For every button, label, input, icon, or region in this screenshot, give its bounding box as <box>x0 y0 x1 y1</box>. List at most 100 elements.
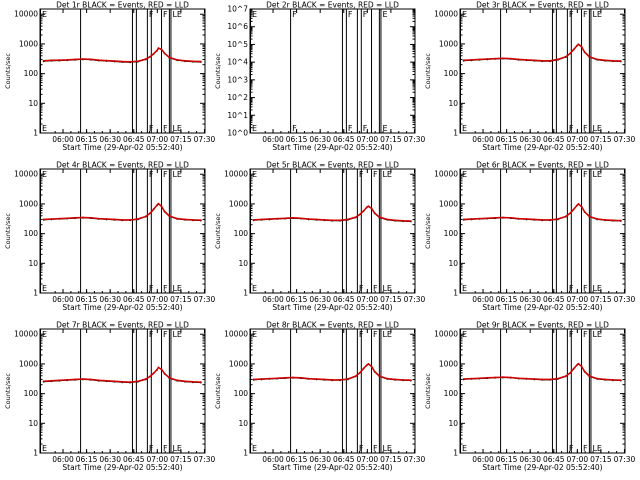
data-point <box>502 216 504 219</box>
y-tick-label: 1 <box>33 289 38 298</box>
plot-area <box>250 169 412 293</box>
x-tick-label: 07:30 <box>614 455 636 464</box>
x-tick-label: 06:00 <box>472 135 494 144</box>
marker-label-top: F <box>359 170 364 179</box>
y-axis-label: Counts/sec <box>4 213 12 249</box>
marker-label-top: F <box>373 330 378 339</box>
data-point <box>386 377 389 380</box>
plot-frame <box>39 8 206 134</box>
data-point <box>362 367 365 370</box>
x-axis-label: Start Time (29-Apr-02 05:52:40) <box>272 303 392 312</box>
x-tick-label: 07:30 <box>404 295 426 304</box>
marker-label-bottom: F <box>569 444 574 453</box>
plot-frame <box>249 8 416 134</box>
plot-area <box>250 9 382 133</box>
y-axis-label: Counts/sec <box>214 53 222 89</box>
x-tick-label: 07:30 <box>614 135 636 144</box>
data-point <box>619 60 622 62</box>
plot-area <box>460 169 622 293</box>
data-point <box>137 380 139 383</box>
data-point <box>129 60 131 63</box>
data-point <box>323 378 326 381</box>
data-point <box>307 218 310 220</box>
data-point <box>152 208 155 210</box>
data-point <box>89 216 92 219</box>
data-point <box>502 376 504 378</box>
data-point <box>494 57 496 60</box>
chart-title: Det 3r BLACK = Events, RED = LLD <box>476 1 609 10</box>
data-point <box>533 59 536 62</box>
marker-label-bottom: E <box>462 444 467 453</box>
data-point <box>612 219 614 222</box>
data-point <box>564 215 567 218</box>
marker-label-bottom: F <box>373 284 378 293</box>
data-point <box>533 218 536 221</box>
data-point <box>365 364 368 367</box>
data-point <box>596 58 599 61</box>
marker-label-top: F <box>569 170 574 179</box>
marker-label-bottom: F <box>163 124 168 133</box>
marker-label-bottom: E <box>252 444 257 453</box>
data-point <box>549 59 551 62</box>
marker-label-top: F <box>583 10 588 19</box>
data-point <box>517 58 520 61</box>
data-point <box>66 378 69 381</box>
marker-label-top: F <box>363 10 368 19</box>
data-point <box>596 377 599 380</box>
data-point <box>58 59 61 62</box>
x-tick-label: 07:30 <box>194 455 216 464</box>
data-point <box>331 219 334 222</box>
x-tick-label: 06:00 <box>52 135 74 144</box>
x-tick-label: 06:30 <box>309 295 331 304</box>
data-point <box>157 366 160 369</box>
y-tick-label: 10000 <box>224 170 248 179</box>
data-point <box>50 59 53 62</box>
marker-label-bottom: F <box>569 124 574 133</box>
data-point <box>292 216 294 219</box>
y-tick-label: 1000 <box>439 199 458 208</box>
y-tick-label: 10^3 <box>227 75 248 84</box>
data-point <box>137 218 139 220</box>
x-tick-label: 06:45 <box>333 135 355 144</box>
x-tick-label: 06:15 <box>76 135 98 144</box>
data-point <box>260 218 263 221</box>
data-point <box>619 379 622 382</box>
marker-label-bottom: F <box>149 124 154 133</box>
x-tick-label: 06:30 <box>309 135 331 144</box>
data-point <box>509 216 512 219</box>
data-point <box>347 378 349 380</box>
data-point <box>402 219 404 222</box>
data-point <box>541 59 544 62</box>
marker-label-bottom: F <box>373 444 378 453</box>
data-point <box>152 372 155 375</box>
x-tick-label: 07:15 <box>170 295 192 304</box>
chart-title: Det 1r BLACK = Events, RED = LLD <box>56 1 189 10</box>
data-point <box>386 218 389 221</box>
data-point <box>97 379 100 382</box>
data-point <box>577 43 580 46</box>
y-axis-label: Counts/sec <box>424 53 432 89</box>
data-point <box>58 379 61 382</box>
data-point <box>612 59 614 62</box>
marker-label-bottom: E <box>42 124 47 133</box>
data-point <box>494 216 496 219</box>
marker-label-bottom: F <box>363 124 368 133</box>
panel-det8: Det 8r BLACK = Events, RED = LLD Start Ti… <box>214 321 425 473</box>
marker-label-bottom: F <box>583 124 588 133</box>
data-point <box>82 58 84 60</box>
data-point <box>268 218 271 220</box>
data-point <box>157 202 160 205</box>
y-tick-label: 1 <box>243 449 248 458</box>
data-point <box>470 218 473 220</box>
data-point <box>462 378 465 380</box>
data-point <box>252 218 255 221</box>
plot-frame <box>39 168 206 294</box>
marker-label-top: F <box>163 10 168 19</box>
x-tick-label: 07:00 <box>147 295 169 304</box>
y-tick-label: 10^6 <box>227 22 248 31</box>
data-point <box>121 380 124 383</box>
data-point <box>577 362 580 365</box>
plot-frame <box>249 168 416 294</box>
data-point <box>163 52 166 55</box>
data-point <box>588 215 591 218</box>
